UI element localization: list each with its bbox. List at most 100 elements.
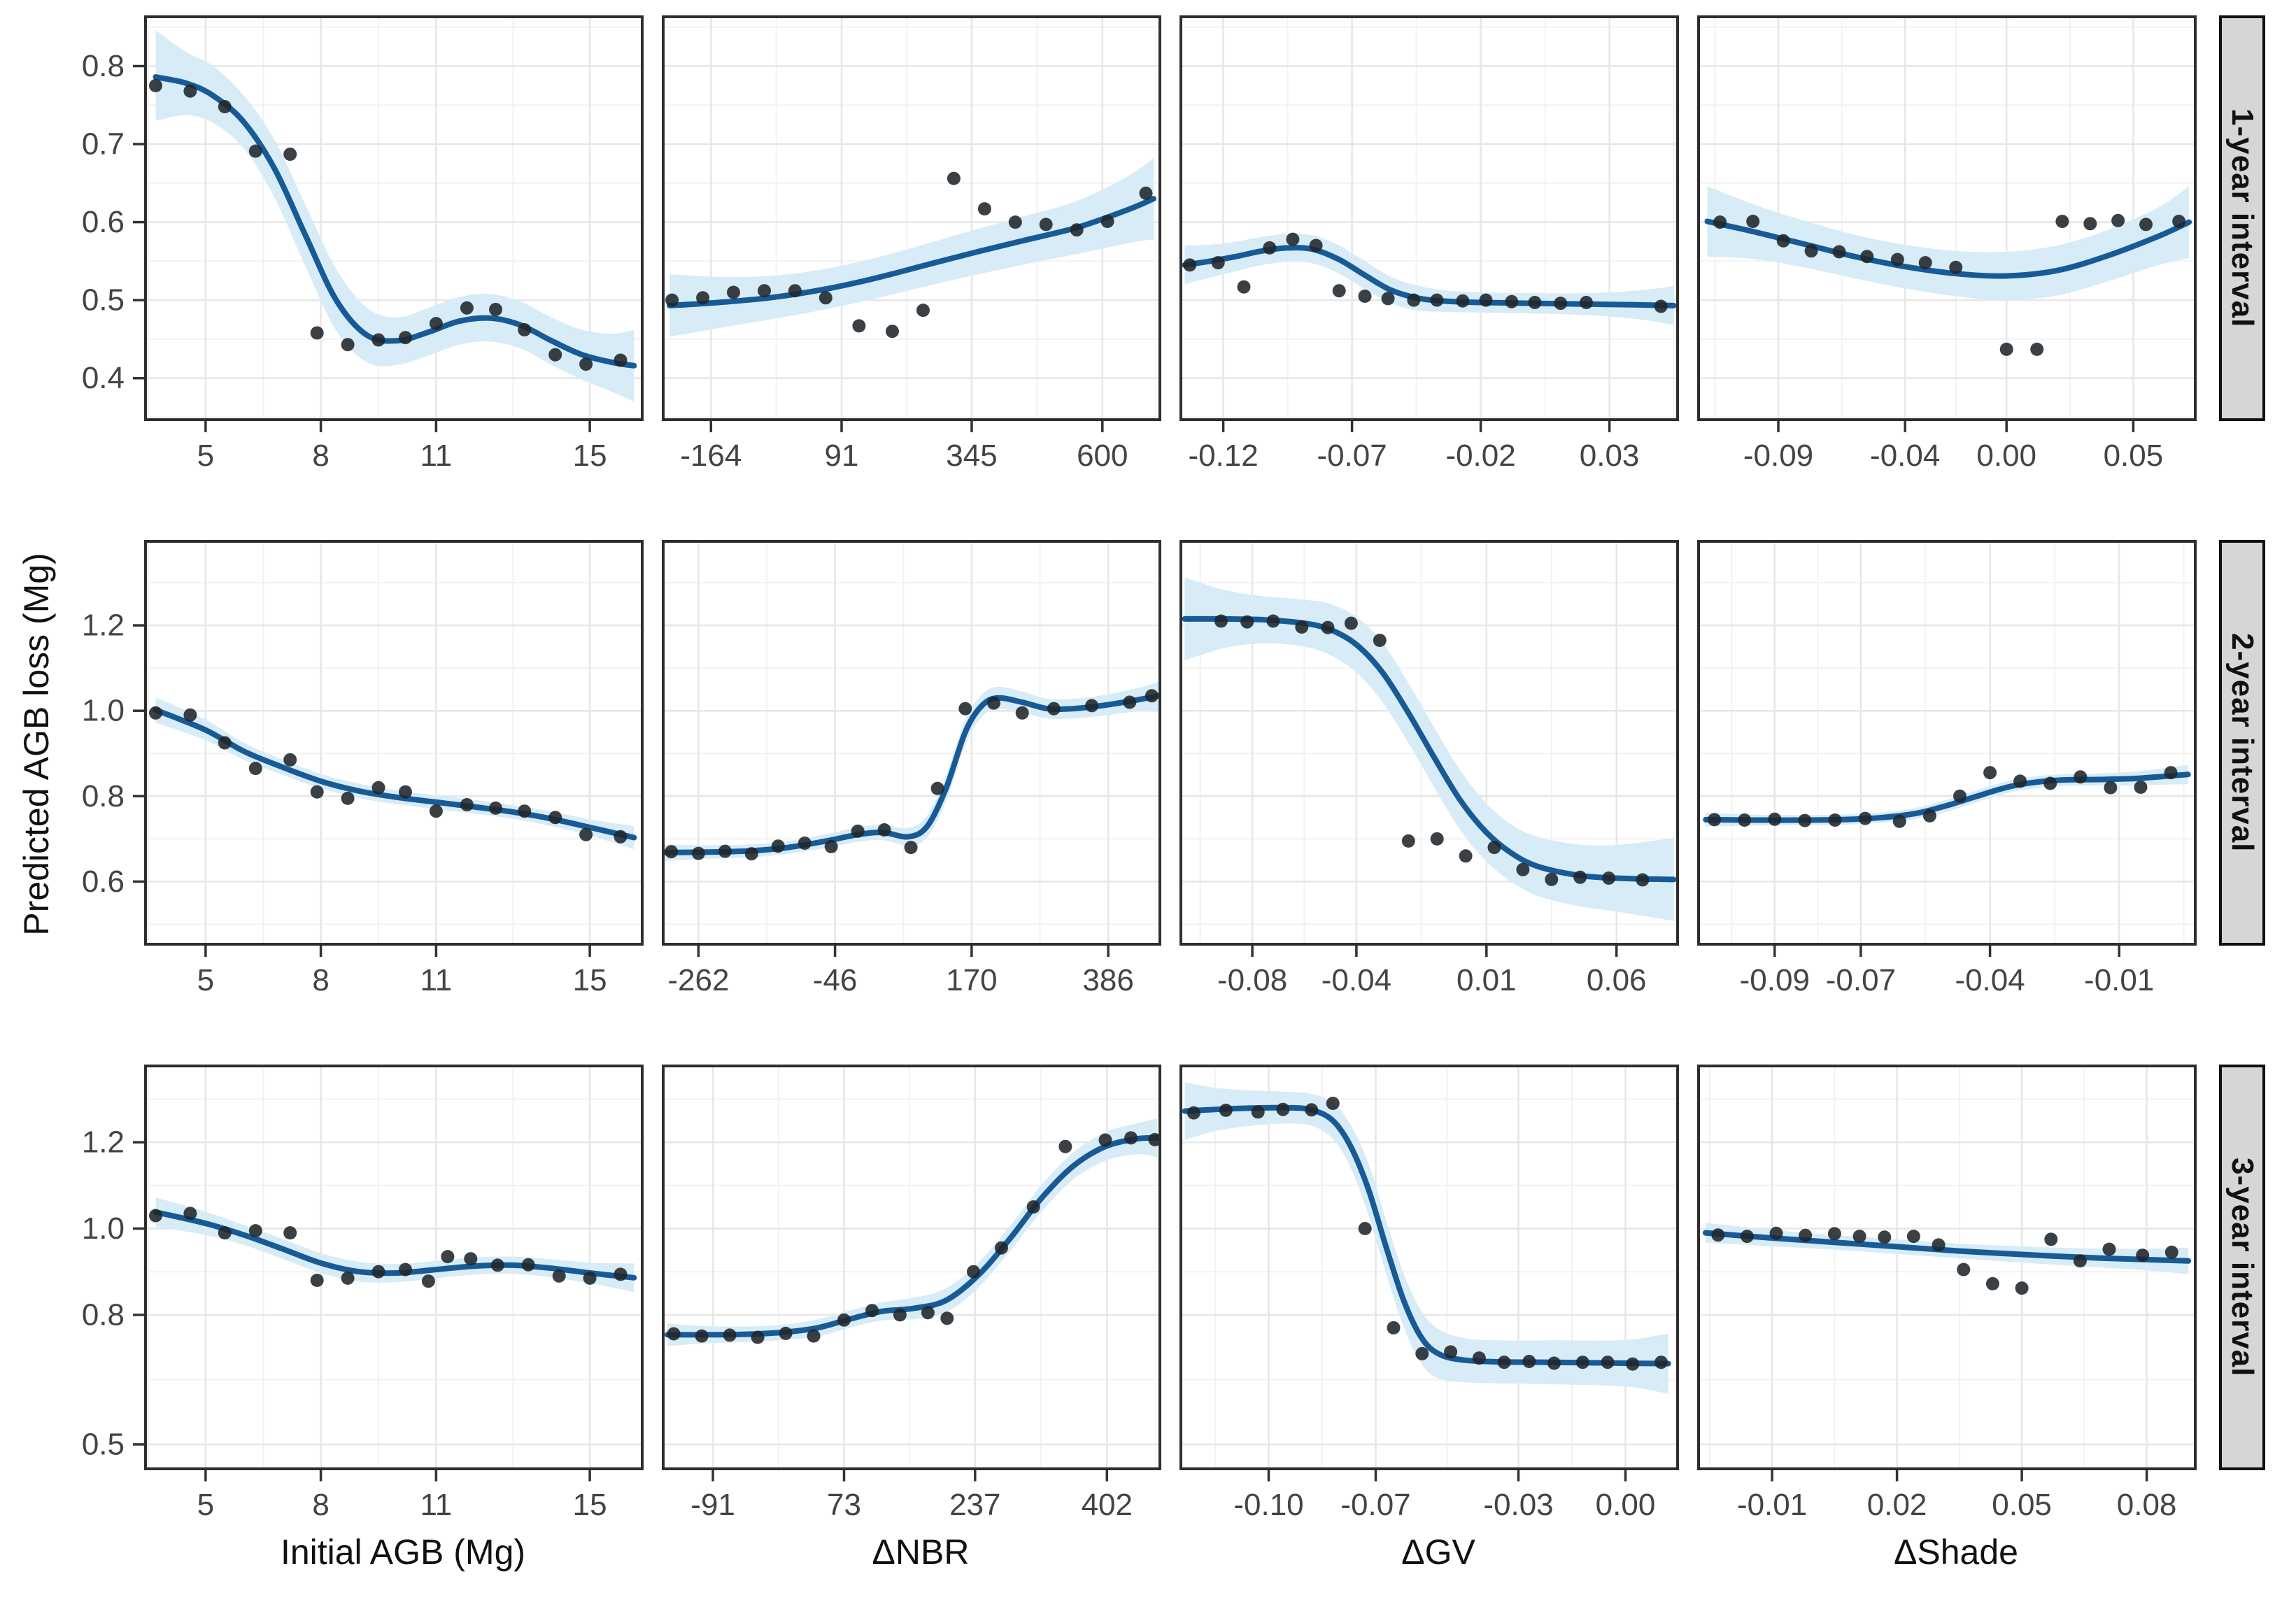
facet-strip-2: 2-year interval: [2219, 540, 2265, 946]
panel-border: [662, 540, 1161, 946]
panel-border: [662, 1065, 1161, 1470]
panel-svg: -0.08 -0.04 0.01 0.06: [1179, 540, 1679, 997]
smooth-line: [662, 692, 1161, 855]
svg-text:11: 11: [420, 1488, 453, 1522]
svg-text:-0.09: -0.09: [1743, 439, 1813, 473]
panel-svg: 5 8 11 15 0.4 0.5 0.6 0.7 0.8: [82, 15, 644, 473]
gridlines: [1697, 540, 2197, 946]
confidence-ribbon: [1707, 186, 2190, 301]
svg-text:0.05: 0.05: [2104, 439, 2164, 473]
svg-text:8: 8: [312, 439, 329, 473]
svg-text:1.0: 1.0: [82, 694, 125, 728]
x-axis-title-initial-agb: Initial AGB (Mg): [280, 1532, 526, 1572]
axis-ticks-and-labels: -0.01 0.02 0.05 0.08: [1737, 1470, 2176, 1522]
panel-border: [1179, 1065, 1679, 1470]
data-points: [1183, 232, 1668, 313]
svg-text:0.4: 0.4: [82, 361, 125, 395]
svg-text:402: 402: [1082, 1488, 1133, 1522]
facet-panel-r2-c2: -262 -46 170 386: [662, 540, 1179, 997]
facet-panel-r3-c3: -0.10 -0.07 -0.03 0.00: [1179, 1065, 1697, 1522]
panel-border: [144, 540, 644, 946]
smooth-line: [153, 1209, 637, 1281]
svg-text:-0.04: -0.04: [1955, 963, 2025, 997]
panel-svg: -0.01 0.02 0.05 0.08: [1697, 1065, 2197, 1522]
svg-text:-0.09: -0.09: [1740, 963, 1810, 997]
svg-text:0.6: 0.6: [82, 205, 125, 239]
panel-svg: -91 73 237 402: [662, 1065, 1161, 1522]
panel-background: [1179, 1065, 1679, 1470]
svg-text:-0.03: -0.03: [1483, 1488, 1553, 1522]
confidence-ribbon: [155, 1197, 635, 1293]
facet-panel-r2-c4: -0.09 -0.07 -0.04 -0.01: [1697, 540, 2215, 997]
axis-ticks-and-labels: -164 91 345 600: [680, 421, 1128, 473]
data-points: [1214, 614, 1650, 887]
panel-svg: -0.10 -0.07 -0.03 0.00: [1179, 1065, 1679, 1522]
facet-panel-r3-c2: -91 73 237 402: [662, 1065, 1179, 1522]
panel-svg: -0.12 -0.07 -0.02 0.03: [1179, 15, 1679, 473]
svg-text:0.02: 0.02: [1867, 1488, 1927, 1522]
svg-text:237: 237: [949, 1488, 1000, 1522]
svg-text:5: 5: [197, 963, 214, 997]
svg-text:1.2: 1.2: [82, 1125, 125, 1160]
panel-svg: 5 8 11 15 0.6 0.8 1.0 1.2: [82, 540, 644, 997]
svg-text:-164: -164: [680, 439, 742, 473]
facet-strip-3: 3-year interval: [2219, 1065, 2265, 1470]
facet-panel-r1-c2: -164 91 345 600: [662, 15, 1179, 473]
facet-panel-r1-c4: -0.09 -0.04 0.00 0.05: [1697, 15, 2215, 473]
data-points: [665, 171, 1153, 339]
x-axis-title-dnbr: ΔNBR: [872, 1532, 970, 1572]
svg-text:-46: -46: [813, 963, 858, 997]
data-points: [1186, 1097, 1668, 1371]
panel-border: [144, 15, 644, 421]
y-axis-title: Predicted AGB loss (Mg): [17, 553, 56, 936]
panel-svg: -0.09 -0.07 -0.04 -0.01: [1697, 540, 2197, 997]
svg-text:8: 8: [312, 1488, 329, 1522]
gridlines: [1697, 1065, 2197, 1470]
svg-text:-0.04: -0.04: [1321, 963, 1391, 997]
svg-text:-0.07: -0.07: [1340, 1488, 1410, 1522]
axis-ticks-and-labels: -91 73 237 402: [690, 1470, 1133, 1522]
smooth-line: [667, 196, 1156, 308]
panel-border: [1697, 15, 2197, 421]
panel-border: [1179, 540, 1679, 946]
panel-svg: 5 8 11 15 0.5 0.8 1.0 1.2: [82, 1065, 644, 1522]
axis-ticks-and-labels: -0.10 -0.07 -0.03 0.00: [1233, 1470, 1655, 1522]
facet-panel-r3-c4: -0.01 0.02 0.05 0.08: [1697, 1065, 2215, 1522]
x-axis-title-dshade: ΔShade: [1894, 1532, 2018, 1572]
svg-text:5: 5: [197, 439, 214, 473]
facet-panel-r2-c3: -0.08 -0.04 0.01 0.06: [1179, 540, 1697, 997]
axis-ticks-and-labels: -0.09 -0.07 -0.04 -0.01: [1740, 946, 2154, 997]
confidence-ribbon: [155, 30, 635, 402]
panel-border: [1697, 1065, 2197, 1470]
svg-text:386: 386: [1082, 963, 1133, 997]
data-points: [1713, 213, 2186, 356]
smooth-line: [1702, 1230, 2192, 1264]
axis-ticks-and-labels: 5 8 11 15 0.4 0.5 0.6 0.7 0.8: [82, 49, 607, 473]
panel-background: [1697, 540, 2197, 946]
svg-text:15: 15: [573, 439, 607, 473]
gridlines: [144, 540, 644, 946]
svg-text:-0.04: -0.04: [1870, 439, 1940, 473]
svg-text:-91: -91: [690, 1488, 735, 1522]
axis-ticks-and-labels: -0.12 -0.07 -0.02 0.03: [1188, 421, 1639, 473]
svg-text:0.05: 0.05: [1992, 1488, 2052, 1522]
svg-text:345: 345: [946, 439, 997, 473]
svg-text:-0.08: -0.08: [1217, 963, 1287, 997]
svg-text:0.8: 0.8: [82, 779, 125, 813]
svg-text:0.00: 0.00: [1596, 1488, 1656, 1522]
svg-text:600: 600: [1077, 439, 1128, 473]
smooth-line: [153, 74, 637, 369]
axis-ticks-and-labels: 5 8 11 15 0.6 0.8 1.0 1.2: [82, 609, 607, 997]
svg-text:1.2: 1.2: [82, 609, 125, 643]
panel-svg: -164 91 345 600: [662, 15, 1161, 473]
svg-text:91: 91: [825, 439, 859, 473]
svg-text:0.5: 0.5: [82, 1428, 125, 1462]
x-axis-title-dgv: ΔGV: [1401, 1532, 1475, 1572]
panel-border: [144, 1065, 644, 1470]
svg-text:11: 11: [420, 963, 453, 997]
panel-border: [1697, 540, 2197, 946]
svg-text:-262: -262: [667, 963, 729, 997]
svg-text:15: 15: [573, 963, 607, 997]
data-points: [149, 706, 628, 844]
